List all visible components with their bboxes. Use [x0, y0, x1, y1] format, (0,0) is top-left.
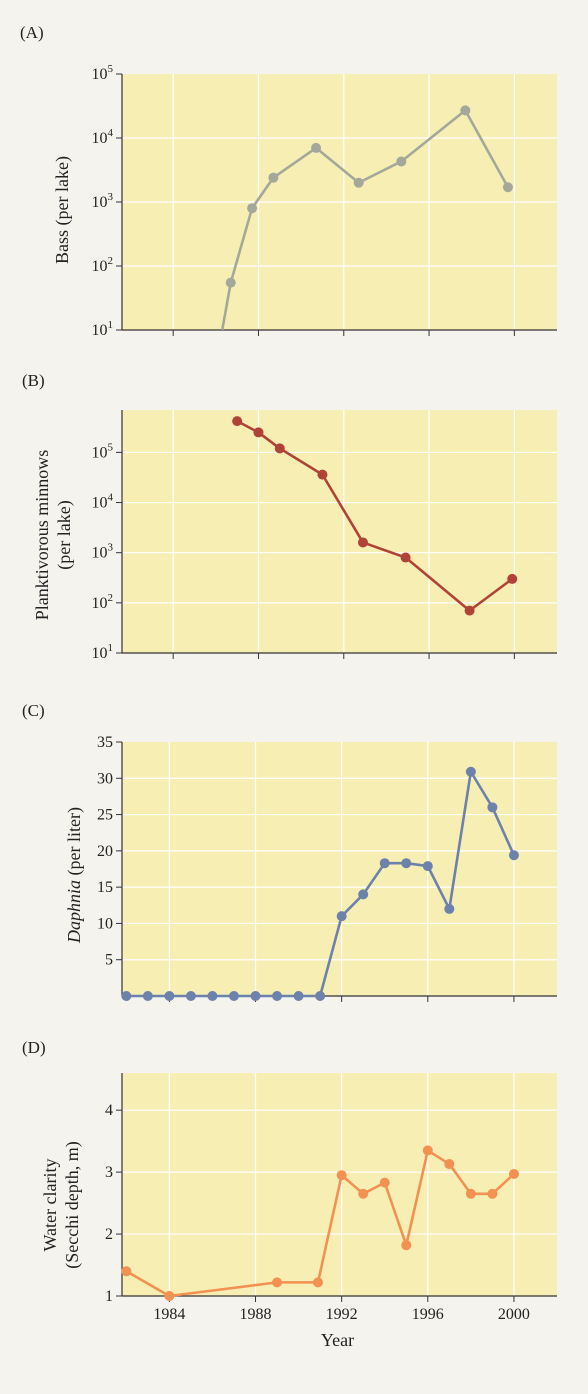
data-point: [225, 277, 236, 288]
plot-background: [122, 410, 557, 653]
y-tick-label: 4: [105, 1102, 113, 1119]
data-point: [336, 911, 347, 922]
panel-label: (D): [22, 1038, 46, 1057]
data-point: [487, 1188, 498, 1199]
data-point: [401, 858, 412, 869]
data-point: [444, 903, 455, 914]
data-point: [444, 1159, 455, 1170]
data-point: [315, 991, 326, 1001]
panel-label: (C): [22, 701, 45, 720]
y-tick-label: 105: [92, 441, 114, 461]
y-tick-label: 5: [105, 952, 113, 969]
data-point: [357, 537, 368, 548]
series-line: [229, 109, 510, 283]
data-point: [508, 850, 519, 861]
data-point: [336, 1170, 347, 1181]
data-point: [487, 802, 498, 813]
y-tick-label: 103: [92, 542, 114, 562]
y-tick-label: 20: [97, 843, 113, 860]
data-point: [311, 142, 322, 153]
data-point: [465, 1188, 476, 1199]
data-point: [232, 416, 243, 427]
panel-b: 101 102 103 104 105 (B) Planktivorous minnows(…: [22, 371, 557, 662]
gridlines: [122, 1073, 557, 1296]
data-point: [121, 1266, 132, 1277]
data-point: [507, 573, 518, 584]
data-point: [508, 1168, 519, 1179]
panel-a: 101 102 103 104 105 (A) Bass (per lake): [20, 23, 557, 339]
y-tick-label: 102: [92, 255, 114, 275]
data-point: [207, 991, 218, 1001]
plot-background: [122, 742, 557, 996]
y-tick-label: 1: [105, 1288, 113, 1305]
panel-d: 1 2 3 4 1984 1988 1992 1996 2000 Year (D) Water cla…: [22, 1038, 557, 1350]
data-point: [293, 991, 304, 1001]
data-point: [422, 1145, 433, 1156]
data-point: [317, 469, 328, 480]
y-tick-label: 102: [92, 592, 114, 612]
gridlines: [122, 74, 557, 330]
y-tick-label: 2: [105, 1226, 113, 1243]
y-tick-label: 104: [92, 127, 114, 147]
data-point: [268, 172, 279, 183]
y-tick-label: 30: [97, 770, 113, 787]
y-tick-label: 15: [97, 879, 113, 896]
y-tick-label: 103: [92, 191, 114, 211]
data-point: [228, 991, 239, 1001]
y-tick-label: 10: [97, 915, 113, 932]
data-point: [185, 991, 196, 1001]
data-point: [379, 858, 390, 869]
data-point: [274, 443, 285, 454]
data-point: [460, 105, 471, 116]
x-tick-label: 2000: [498, 1306, 530, 1323]
y-axis-label: Water clarity (Secchi depth, m): [40, 1141, 83, 1268]
y-tick-label: 101: [92, 642, 114, 662]
data-point: [250, 991, 261, 1001]
x-tick-label: 1996: [412, 1306, 444, 1323]
x-tick-label: 1984: [153, 1306, 185, 1323]
panel-label: (A): [20, 23, 44, 42]
data-point: [379, 1177, 390, 1188]
data-point: [272, 991, 283, 1001]
data-point: [358, 1188, 369, 1199]
y-tick-label: 105: [92, 63, 114, 83]
y-tick-label: 104: [92, 492, 114, 512]
data-point: [164, 1291, 175, 1301]
panel-label: (B): [22, 371, 45, 390]
data-point: [353, 177, 364, 188]
y-axis-label: Planktivorous minnows (per lake): [32, 450, 75, 621]
x-tick-label: 1992: [326, 1306, 358, 1323]
data-point: [253, 427, 264, 438]
data-point: [142, 991, 153, 1001]
y-tick-label: 25: [97, 807, 113, 824]
data-point: [422, 861, 433, 872]
data-point: [502, 182, 513, 193]
y-tick-label: 35: [97, 734, 113, 751]
x-tick-label: 1988: [240, 1306, 272, 1323]
x-axis-label: Year: [321, 1330, 354, 1350]
data-point: [312, 1277, 323, 1288]
data-point: [164, 991, 175, 1001]
y-axis-label: Daphnia (per liter): [64, 807, 85, 944]
y-axis-label: Bass (per lake): [52, 156, 73, 264]
y-tick-label: 3: [105, 1164, 113, 1181]
data-point: [400, 552, 411, 563]
series-lead-in: [220, 282, 233, 331]
data-point: [272, 1277, 283, 1288]
data-point: [465, 766, 476, 777]
data-point: [401, 1240, 412, 1251]
data-point: [247, 203, 258, 214]
data-point: [396, 156, 407, 167]
panel-c: 5 10 15 20 25 30 35 (C) Daphnia (per liter): [22, 701, 557, 1002]
data-point: [464, 605, 475, 616]
data-point: [358, 889, 369, 900]
y-tick-label: 101: [92, 319, 114, 339]
data-point: [121, 991, 132, 1001]
